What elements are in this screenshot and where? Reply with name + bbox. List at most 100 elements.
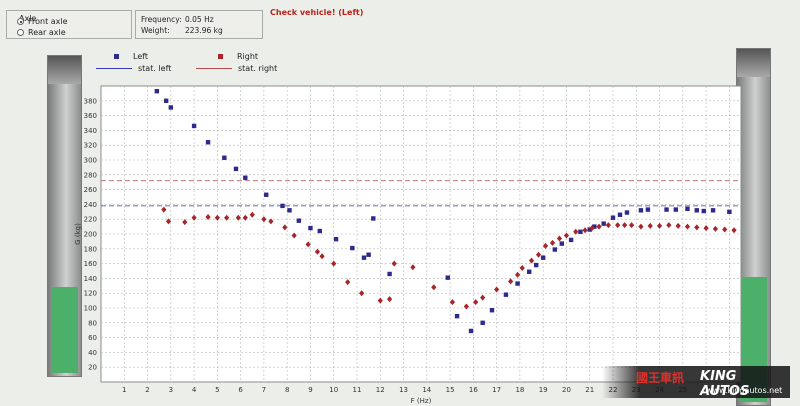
left-data-point [445,275,450,280]
left-data-point [601,221,606,226]
front-axle-radio[interactable]: Front axle [17,17,68,26]
watermark: 國王車訊 KING AUTOS www.kingautos.net [602,366,790,399]
right-data-point [514,271,521,278]
radio-selected-icon[interactable] [17,18,24,25]
x-tick-label: 20 [562,386,571,394]
left-data-point [617,212,623,217]
right-data-point [282,224,288,231]
y-tick-label: 280 [84,171,97,179]
right-data-point [235,214,241,221]
weight-label: Weight: [141,26,170,35]
radio-unselected-icon[interactable] [17,29,24,36]
x-tick-label: 6 [238,386,243,394]
right-data-point [615,222,621,229]
left-data-point [710,208,716,213]
left-gauge [47,55,82,377]
x-tick-label: 4 [192,386,197,394]
x-tick-label: 17 [492,386,501,394]
right-data-point [508,278,514,285]
left-data-point [685,206,690,212]
x-axis-label: F (Hz) [411,397,432,405]
right-data-point [675,222,681,229]
right-data-point [431,284,437,291]
left-data-point [489,308,495,313]
legend-right: Right [218,52,258,61]
axle-group: Axle Front axle Rear axle [6,10,132,39]
right-data-point [494,286,500,293]
left-data-point [480,320,485,325]
right-data-point [224,214,230,221]
right-data-point [535,251,542,258]
frequency-value: 0.05 Hz [185,15,214,24]
left-data-point [366,252,371,257]
watermark-english: KING AUTOS [700,369,750,399]
y-tick-label: 60 [88,334,97,342]
right-data-point [249,211,255,218]
left-data-point [638,208,644,213]
x-tick-label: 14 [422,386,431,394]
left-data-point [534,262,539,268]
right-data-point [731,227,737,234]
x-tick-label: 16 [469,386,478,394]
left-data-point [559,241,564,246]
y-tick-label: 180 [84,245,97,253]
left-data-point [503,292,509,297]
right-data-point [629,222,635,229]
right-data-point [582,227,588,234]
left-data-point [645,207,651,212]
measurement-info: Frequency: 0.05 Hz Weight: 223.96 kg [135,10,263,39]
rear-axle-radio[interactable]: Rear axle [17,28,66,37]
right-data-point [622,222,628,229]
left-data-point [205,140,211,145]
legend-left-label: Left [133,52,149,61]
x-tick-label: 15 [446,386,455,394]
left-data-point [361,255,367,260]
legend-stat-left: stat. left [96,64,171,73]
right-data-point [463,303,469,310]
left-data-point [387,271,392,277]
right-data-point [703,225,709,232]
right-gauge [736,48,771,406]
legend-left: Left [114,52,148,61]
right-data-point [261,216,267,223]
left-data-point [468,328,474,334]
legend-stat-right: stat. right [196,64,277,73]
left-data-point [515,281,520,286]
right-data-point [391,260,397,267]
right-data-point [473,299,479,306]
x-tick-label: 8 [285,386,289,394]
y-tick-label: 80 [88,319,97,327]
y-tick-label: 260 [84,186,97,194]
right-data-point [242,214,248,221]
right-data-point [377,297,383,304]
left-data-point [222,155,227,160]
right-data-point [205,213,211,220]
left-data-point [610,215,616,220]
left-data-point [673,207,679,212]
right-data-point [480,294,486,301]
y-axis-label: G (kg) [74,223,82,245]
right-data-point [549,239,556,246]
left-data-point [371,216,376,221]
left-data-point [191,123,197,129]
right-data-point [722,226,728,233]
x-tick-label: 5 [215,386,219,394]
x-tick-label: 19 [539,386,548,394]
legend-stat-right-label: stat. right [238,64,278,73]
right-gauge-cap [737,49,770,77]
right-data-point [268,218,274,225]
right-data-point [161,206,167,213]
left-data-point [264,192,269,197]
right-data-point [305,241,311,248]
legend-stat-left-label: stat. left [138,64,172,73]
left-data-point [163,98,169,103]
right-data-point [314,248,321,255]
y-tick-label: 360 [84,112,97,120]
left-data-point [701,208,706,214]
y-tick-label: 300 [84,157,97,165]
left-data-point [540,255,546,260]
right-data-point [214,214,220,221]
watermark-url: www.kingautos.net [706,386,783,395]
right-data-point [605,222,611,229]
right-data-point [519,265,525,272]
